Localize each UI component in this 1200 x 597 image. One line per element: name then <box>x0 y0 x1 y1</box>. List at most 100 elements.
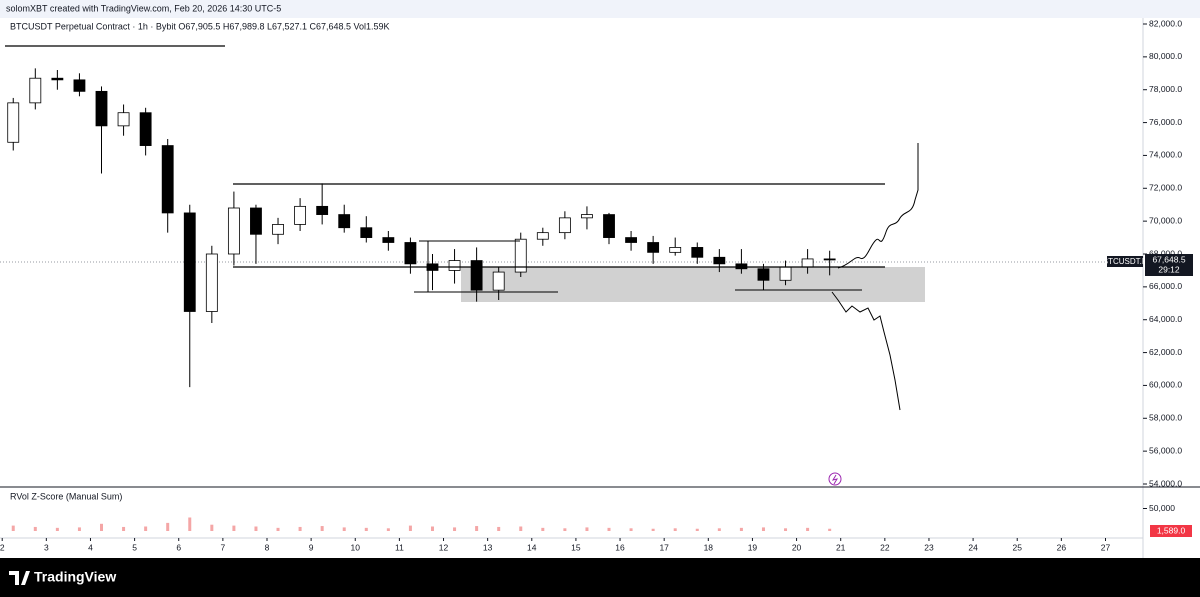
candle-body <box>294 205 307 225</box>
event-icon[interactable] <box>828 472 842 486</box>
candle-body <box>669 247 682 253</box>
candle-body <box>514 238 527 273</box>
candle-body <box>603 214 615 238</box>
x-tick-label: 21 <box>836 542 846 552</box>
candle-body <box>338 214 351 229</box>
candle-body <box>29 77 42 104</box>
volume-tick-label: 50,000 <box>1149 503 1175 513</box>
y-tick-label: 54,000.0 <box>1149 478 1182 488</box>
volume-bar <box>33 526 37 531</box>
candle-body <box>404 242 417 265</box>
candle-body <box>757 268 770 281</box>
brand-name: TradingView <box>34 569 116 585</box>
candle-body <box>360 227 373 238</box>
y-tick-label: 78,000.0 <box>1149 84 1182 94</box>
volume-bar <box>717 528 721 531</box>
candle-body <box>250 207 262 235</box>
volume-bar <box>430 526 434 531</box>
y-tick-label: 82,000.0 <box>1149 18 1182 28</box>
y-tick-label: 72,000.0 <box>1149 183 1182 193</box>
candle-body <box>581 214 593 219</box>
plot <box>0 68 1143 388</box>
volume-bar <box>100 523 104 531</box>
volume-bar <box>77 527 81 531</box>
x-tick-label: 9 <box>309 542 314 552</box>
volume-bar <box>386 528 390 531</box>
candle-body <box>713 256 726 265</box>
candle-body <box>51 77 64 81</box>
x-tick-label: 18 <box>704 542 714 552</box>
volume-bar <box>364 527 368 531</box>
volume-bar <box>761 527 765 531</box>
x-tick-label: 27 <box>1101 542 1111 552</box>
legend-text: BTCUSDT Perpetual Contract · 1h · Bybit … <box>10 21 390 31</box>
volume-tag: 1,589.0 <box>1157 525 1186 535</box>
symbol-tag: BTCUSDT.P <box>1103 257 1147 266</box>
candle-body <box>117 112 130 127</box>
candle-body <box>647 242 660 253</box>
price-tag: 67,648.5 <box>1152 254 1185 264</box>
volume-bar <box>475 526 479 531</box>
y-tick-label: 76,000.0 <box>1149 117 1182 127</box>
candle-body <box>161 145 174 214</box>
volume-bar <box>188 517 192 531</box>
y-tick-label: 74,000.0 <box>1149 150 1182 160</box>
candle-body <box>823 258 836 261</box>
footer-bar <box>0 558 1200 597</box>
x-tick-label: 20 <box>792 542 802 552</box>
y-tick-label: 80,000.0 <box>1149 51 1182 61</box>
x-tick-label: 22 <box>880 542 890 552</box>
volume-bar <box>695 528 699 531</box>
x-tick-label: 26 <box>1057 542 1067 552</box>
volume-bar <box>651 528 655 531</box>
x-tick-label: 16 <box>615 542 625 552</box>
volume-bar <box>784 528 788 531</box>
x-tick-label: 24 <box>968 542 978 552</box>
candle-body <box>470 260 483 291</box>
x-tick-label: 19 <box>748 542 758 552</box>
volume-bar <box>298 526 302 531</box>
candle-body <box>316 205 329 215</box>
candle-body <box>801 258 814 268</box>
countdown: 29:12 <box>1158 264 1180 274</box>
x-tick-label: 6 <box>176 542 181 552</box>
candle-body <box>7 102 20 143</box>
candle-body <box>735 263 748 270</box>
y-tick-label: 60,000.0 <box>1149 380 1182 390</box>
volume-bar <box>563 528 567 531</box>
candle-body <box>205 253 218 312</box>
x-tick-label: 11 <box>395 542 404 552</box>
drawings <box>5 45 919 411</box>
x-tick-label: 8 <box>265 542 270 552</box>
x-tick-label: 2 <box>0 542 5 552</box>
x-tick-label: 4 <box>88 542 93 552</box>
x-tick-label: 14 <box>527 542 537 552</box>
y-tick-label: 64,000.0 <box>1149 314 1182 324</box>
candle-body <box>73 79 86 92</box>
x-tick-label: 10 <box>351 542 361 552</box>
volume-bar <box>11 525 15 531</box>
x-tick-label: 25 <box>1012 542 1022 552</box>
volume-bar <box>55 527 59 531</box>
volume-bar <box>320 526 324 531</box>
volume-bar <box>519 526 523 531</box>
candle-body <box>139 112 152 146</box>
x-tick-label: 12 <box>439 542 449 552</box>
volume-bar <box>232 525 236 531</box>
volume-bar <box>585 527 589 531</box>
y-tick-label: 70,000.0 <box>1149 215 1182 225</box>
candle-body <box>558 217 571 234</box>
candle-body <box>625 237 637 243</box>
y-tick-label: 68,000.0 <box>1149 248 1182 258</box>
volume-bar <box>166 522 170 531</box>
volume-bar <box>541 527 545 531</box>
projection-up <box>837 143 919 269</box>
header-bar <box>0 0 1200 18</box>
volume-title: RVol Z-Score (Manual Sum) <box>10 491 122 501</box>
volume-bar <box>254 526 258 531</box>
x-tick-label: 23 <box>924 542 934 552</box>
x-tick-label: 13 <box>483 542 493 552</box>
y-tick-label: 66,000.0 <box>1149 281 1182 291</box>
brand-logo <box>9 571 30 585</box>
